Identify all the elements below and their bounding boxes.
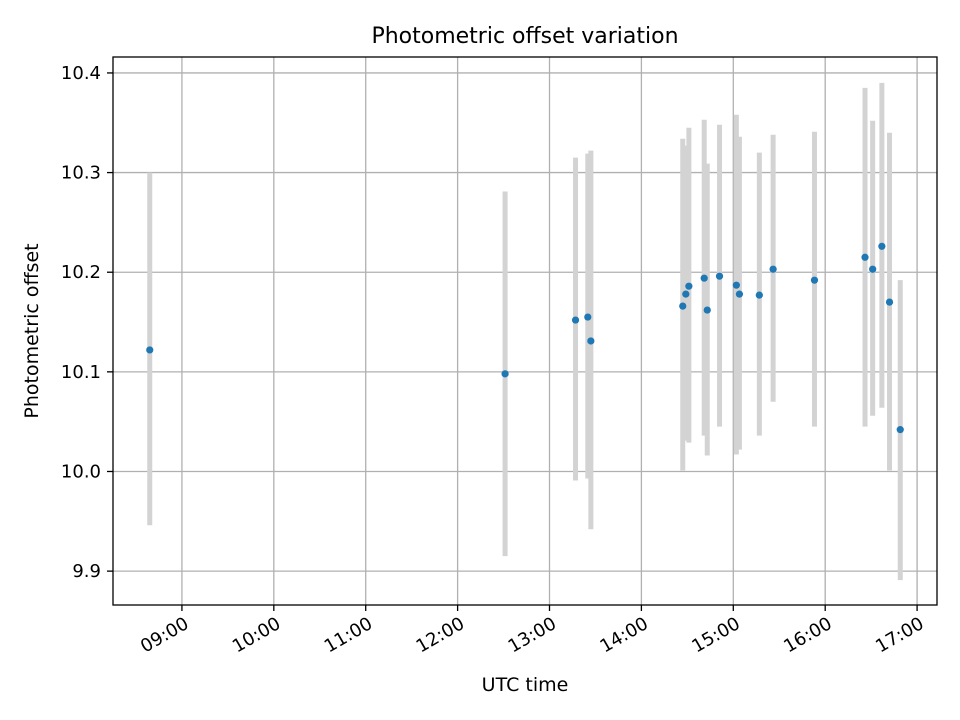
data-point	[878, 242, 886, 250]
y-tick-label: 10.0	[61, 461, 101, 482]
data-points	[146, 242, 904, 434]
data-point	[700, 274, 708, 282]
data-point	[587, 337, 595, 345]
data-point	[501, 370, 509, 378]
plot-area	[113, 57, 937, 605]
y-axis-label: Photometric offset	[21, 243, 43, 418]
data-point	[682, 290, 690, 298]
data-point	[703, 306, 711, 314]
data-point	[861, 253, 869, 261]
data-point	[685, 282, 693, 290]
y-axis: 9.9 10.0 10.1 10.2 10.3 10.4	[61, 63, 113, 582]
data-point	[810, 276, 819, 284]
data-point	[715, 272, 724, 280]
y-tick-label: 10.2	[61, 262, 101, 283]
data-point	[885, 298, 894, 306]
data-point	[679, 302, 687, 310]
data-point	[732, 281, 740, 289]
x-axis-label: UTC time	[482, 674, 569, 696]
data-point	[869, 265, 877, 273]
data-point	[896, 426, 904, 434]
data-point	[769, 265, 777, 273]
chart-title: Photometric offset variation	[371, 24, 678, 49]
data-point	[571, 316, 580, 324]
grid-lines	[113, 57, 937, 605]
data-point	[735, 290, 744, 298]
y-tick-label: 10.3	[61, 163, 101, 184]
data-point	[146, 346, 154, 354]
y-tick-label: 9.9	[72, 561, 101, 582]
y-tick-label: 10.4	[61, 63, 101, 84]
data-point	[755, 291, 763, 299]
data-point	[584, 313, 592, 321]
plot-frame	[112, 56, 938, 606]
y-tick-label: 10.1	[61, 362, 101, 383]
